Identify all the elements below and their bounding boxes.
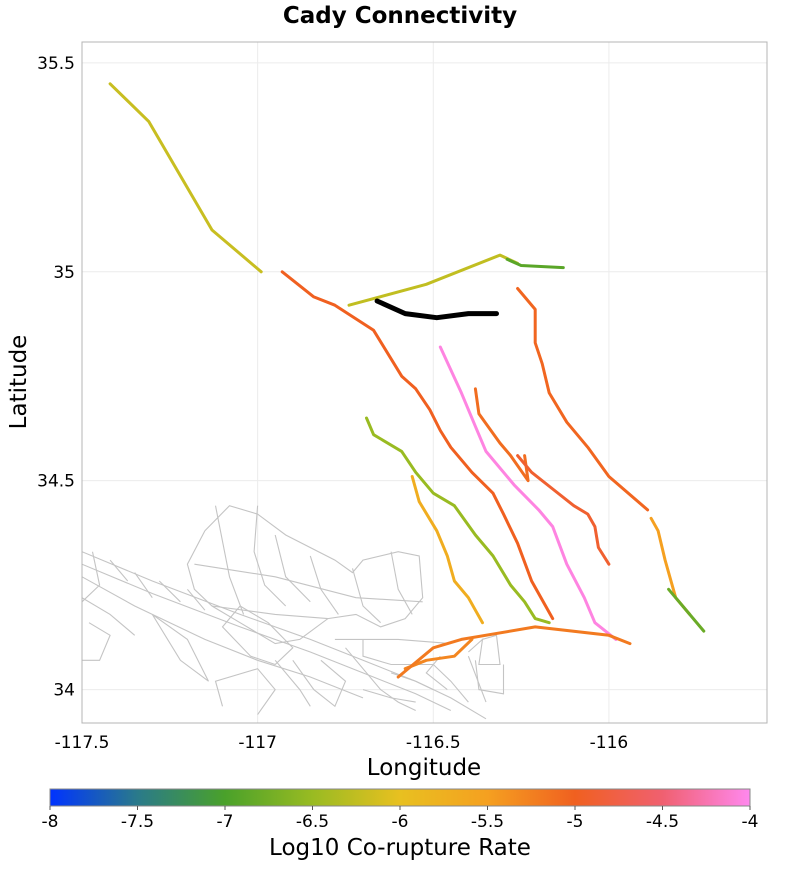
y-tick-label: 34.5 xyxy=(37,472,75,492)
road-line xyxy=(345,647,416,711)
road-line xyxy=(274,534,311,603)
road-line xyxy=(425,655,448,691)
colorbar-tick-label: -8 xyxy=(42,812,59,832)
road-line xyxy=(221,605,294,666)
road-line xyxy=(109,559,129,582)
source-fault-line xyxy=(374,298,499,321)
fault-trace xyxy=(410,475,484,625)
x-tick-label: -116 xyxy=(590,733,629,753)
colorbar-title: Log10 Co-rupture Rate xyxy=(269,835,531,861)
x-axis-title: Longitude xyxy=(367,755,481,781)
road-line xyxy=(214,668,276,715)
colorbar-tick-label: -5 xyxy=(567,812,584,832)
plot-frame xyxy=(81,41,768,724)
road-line xyxy=(474,660,505,695)
road-line xyxy=(351,568,381,624)
road-line xyxy=(82,622,111,661)
colorbar-ticks: -8 -7.5 -7 -6.5 -6 -5.5 -5 -4.5 -4 xyxy=(42,806,759,832)
fault-trace xyxy=(396,625,632,679)
y-tick-label: 34 xyxy=(53,681,75,701)
road-line xyxy=(467,656,487,703)
fault-traces xyxy=(108,82,706,679)
x-tick-label: -117.5 xyxy=(55,733,110,753)
fault-trace xyxy=(516,287,650,512)
road-line xyxy=(82,576,364,699)
source-fault-trace xyxy=(374,298,499,321)
y-tick-label: 35 xyxy=(53,263,75,283)
colorbar xyxy=(49,788,751,807)
x-tick-label: -116.5 xyxy=(406,733,461,753)
road-line xyxy=(214,505,245,615)
fault-trace xyxy=(438,345,618,641)
road-line xyxy=(211,605,328,620)
fault-trace xyxy=(403,637,474,671)
road-line xyxy=(134,572,153,599)
colorbar-tick-label: -4.5 xyxy=(646,812,679,832)
fault-trace xyxy=(516,454,611,566)
road-line xyxy=(194,563,423,603)
road-line xyxy=(309,555,339,615)
y-axis-ticks: 35.5 35 34.5 34 xyxy=(37,54,75,701)
fault-trace xyxy=(365,416,551,625)
basemap-roads xyxy=(82,505,505,720)
fault-trace xyxy=(473,387,530,483)
fault-trace xyxy=(280,270,555,621)
road-line xyxy=(362,689,416,703)
road-line xyxy=(468,634,501,666)
colorbar-tick-label: -4 xyxy=(742,812,759,832)
colorbar-tick-label: -7 xyxy=(217,812,234,832)
map-title: Cady Connectivity xyxy=(282,3,518,29)
fault-trace xyxy=(667,587,706,633)
road-line xyxy=(253,505,287,607)
road-line xyxy=(390,551,413,615)
fault-trace xyxy=(505,257,565,270)
colorbar-tick-label: -7.5 xyxy=(121,812,154,832)
road-line xyxy=(82,551,487,720)
y-axis-title: Latitude xyxy=(6,335,32,430)
colorbar-tick-label: -5.5 xyxy=(471,812,504,832)
road-line xyxy=(158,580,181,603)
road-line xyxy=(186,588,206,611)
y-tick-label: 35.5 xyxy=(37,54,75,74)
road-line xyxy=(274,659,311,707)
plot-background xyxy=(82,42,767,723)
road-line xyxy=(292,659,347,708)
x-tick-label: -117 xyxy=(238,733,277,753)
road-line xyxy=(82,551,101,603)
road-line xyxy=(151,613,209,682)
road-line xyxy=(82,563,452,711)
road-line xyxy=(82,597,136,636)
colorbar-tick-label: -6 xyxy=(392,812,409,832)
fault-trace xyxy=(108,82,263,274)
colorbar-tick-label: -6.5 xyxy=(296,812,329,832)
road-line xyxy=(186,505,424,645)
road-line xyxy=(334,638,451,645)
x-axis-ticks: -117.5 -117 -116.5 -116 xyxy=(55,733,629,753)
